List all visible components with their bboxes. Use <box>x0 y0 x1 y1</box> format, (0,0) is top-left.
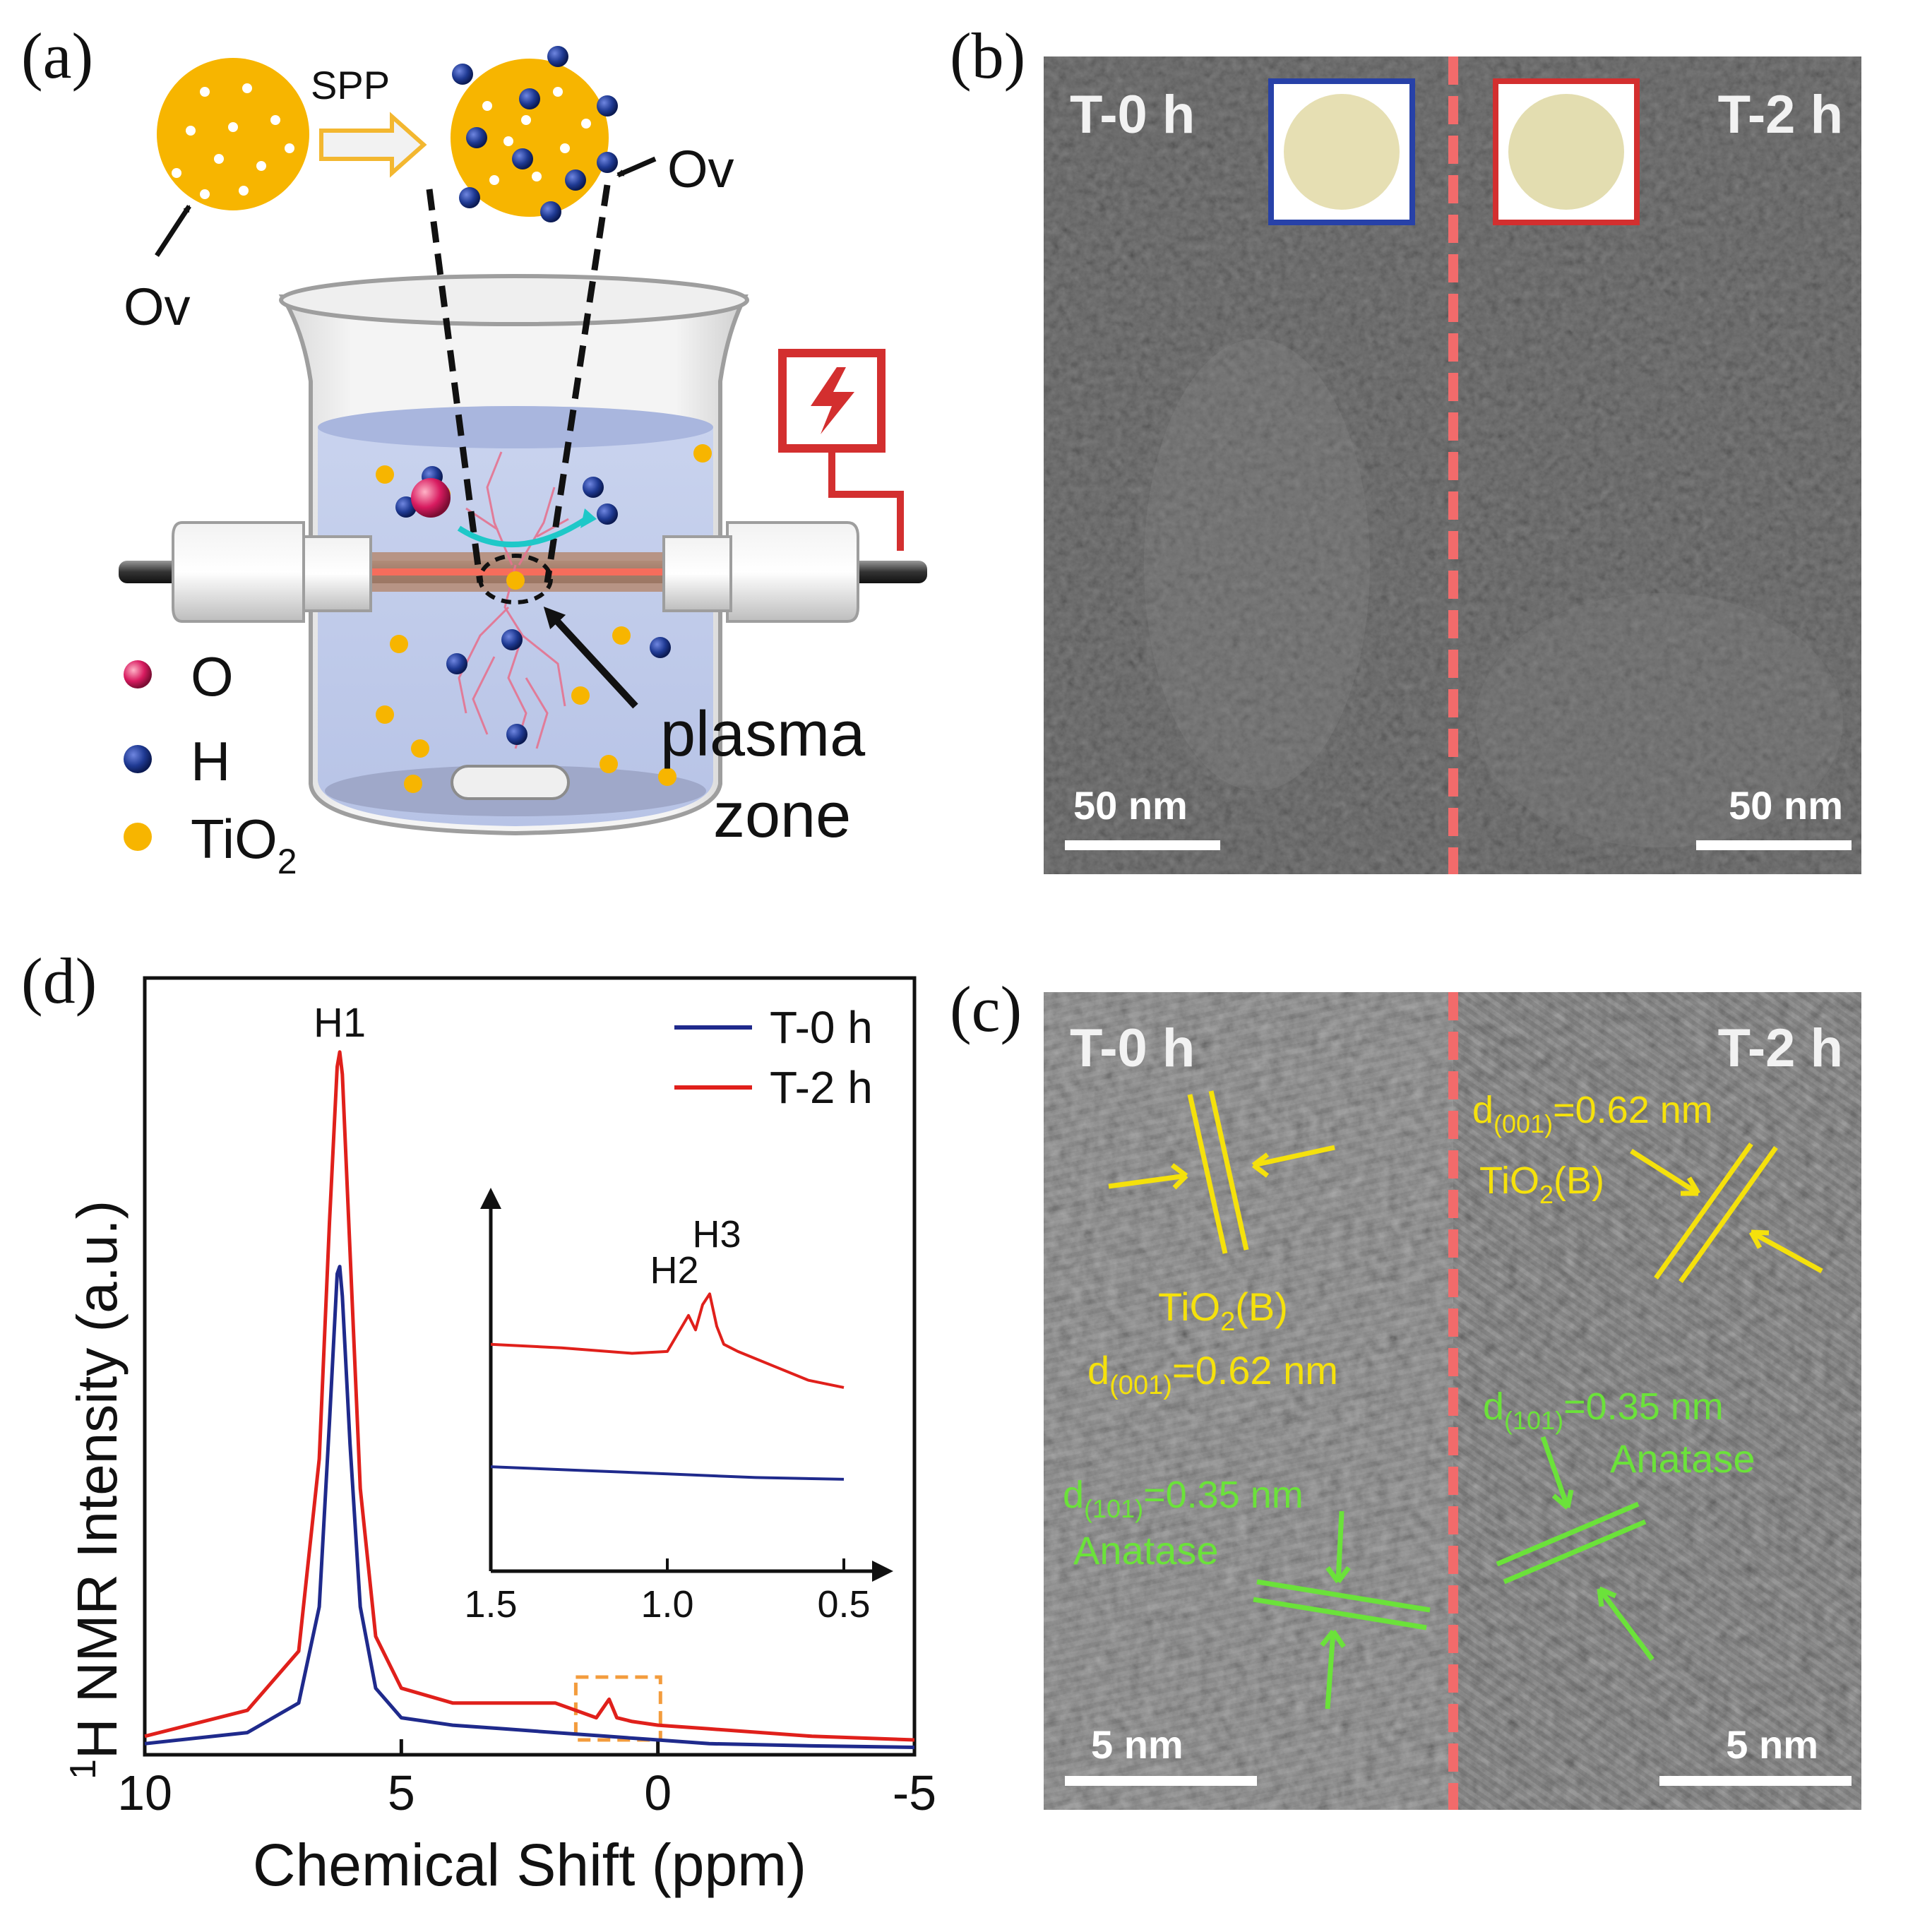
ov-arrow-left <box>155 205 191 257</box>
panel-d: (d) 1H NMR Intensity (a.u.) 10 5 0 -5 Chemic… <box>21 945 936 1898</box>
legend-tio2-icon <box>124 823 152 851</box>
legend-h-label: H <box>191 730 230 792</box>
c-left-anatase-label: Anatase <box>1073 1528 1219 1573</box>
inset-x-tick-label: 0.5 <box>817 1583 870 1626</box>
x-tick-label: -5 <box>893 1765 936 1820</box>
legend-h-icon <box>124 745 152 773</box>
ov-label-right: Ov <box>667 140 734 198</box>
tio2-particle-before <box>157 58 309 210</box>
x-tick-label: 5 <box>388 1765 415 1820</box>
c-left-tio2b-marker <box>1108 1090 1335 1254</box>
c-right-tio2b-marker <box>1630 1142 1823 1284</box>
spp-arrow <box>319 112 427 178</box>
b-scale-bar-right <box>1696 840 1852 850</box>
series-line-t-0h <box>144 1265 915 1749</box>
panel-c-label: (c) <box>950 973 1022 1045</box>
ov-label-left: Ov <box>124 278 191 336</box>
c-right-d101-label: d(101)=0.35 nm <box>1483 1385 1724 1435</box>
inset-series-t-0h <box>490 1465 845 1481</box>
series-line-t-2h <box>144 1050 915 1742</box>
panel-a-label: (a) <box>21 20 93 92</box>
ov-arrow-right <box>616 156 657 178</box>
c-scale-bar-right <box>1659 1776 1852 1786</box>
c-left-title: T-0 h <box>1070 1018 1195 1078</box>
x-axis-title: Chemical Shift (ppm) <box>253 1832 806 1898</box>
legend-label-t-2h: T-2 h <box>770 1062 873 1113</box>
tio2-particle-after <box>451 46 618 222</box>
c-right-d001-label: d(001)=0.62 nm <box>1472 1089 1713 1138</box>
inset-x-tick-label: 1.0 <box>640 1583 693 1626</box>
plasma-label: plasma <box>660 699 866 770</box>
spp-label: SPP <box>311 63 390 107</box>
panel-a: (a) Ov SPP <box>21 20 927 881</box>
nmr-chart: 10 5 0 -5 Chemical Shift (ppm) H1 T-0 h T-2 h 1.… <box>117 976 936 1898</box>
legend-o-icon <box>124 660 152 688</box>
legend-o-label: O <box>191 645 234 708</box>
c-right-anatase-label: Anatase <box>1610 1436 1755 1481</box>
b-scale-label-right: 50 nm <box>1729 783 1843 828</box>
inset-x-tick-label: 1.5 <box>464 1583 517 1626</box>
c-left-tio2b-label: TiO2(B) <box>1158 1284 1288 1337</box>
peak-label-h1: H1 <box>314 1000 366 1046</box>
inset-peak-label-h2: H2 <box>650 1249 698 1292</box>
c-scale-bar-left <box>1065 1776 1257 1786</box>
c-left-anatase-marker <box>1253 1510 1431 1710</box>
legend-label-t-0h: T-0 h <box>770 1002 873 1053</box>
c-right-tio2b-label: TiO2(B) <box>1479 1159 1604 1209</box>
c-right-title: T-2 h <box>1718 1018 1843 1078</box>
species-legend: O H TiO2 <box>124 645 297 881</box>
b-scale-bar-left <box>1065 840 1220 850</box>
x-tick-label: 10 <box>117 1765 172 1820</box>
c-left-d101-label: d(101)=0.35 nm <box>1063 1474 1304 1523</box>
c-right-anatase-marker <box>1496 1436 1654 1662</box>
panel-d-label: (d) <box>21 945 97 1017</box>
panel-c: (c) T-0 h T-2 h TiO2(B) d(001)=0.62 nm <box>950 973 1861 1810</box>
inset-series-t-2h <box>490 1292 845 1389</box>
panel-b-label: (b) <box>950 20 1025 92</box>
power-supply-icon <box>778 349 904 551</box>
plot-frame <box>143 976 917 1757</box>
zone-label: zone <box>713 780 851 851</box>
panel-b: (b) T-0 h T-2 h 50 nm 50 nm <box>950 20 1861 874</box>
b-left-title: T-0 h <box>1070 85 1195 145</box>
c-scale-label-right: 5 nm <box>1726 1722 1818 1767</box>
zoom-cone <box>426 184 611 604</box>
plasma-zone-arrow <box>543 606 638 709</box>
inset-peak-label-h3: H3 <box>692 1213 741 1256</box>
b-scale-label-left: 50 nm <box>1073 783 1188 828</box>
x-tick-label: 0 <box>644 1765 672 1820</box>
sample-photo-t0 <box>1268 78 1415 225</box>
d-ylabel: 1H NMR Intensity (a.u.) <box>63 1200 129 1779</box>
legend-tio2-label: TiO2 <box>191 808 297 881</box>
c-left-d001-label: d(001)=0.62 nm <box>1087 1348 1338 1400</box>
liquid-particles <box>376 444 712 793</box>
c-scale-label-left: 5 nm <box>1091 1722 1183 1767</box>
cyan-flow-arrow <box>457 516 588 548</box>
b-right-title: T-2 h <box>1718 85 1843 145</box>
sample-photo-t2 <box>1493 78 1640 225</box>
zoom-region-box <box>573 1675 662 1742</box>
